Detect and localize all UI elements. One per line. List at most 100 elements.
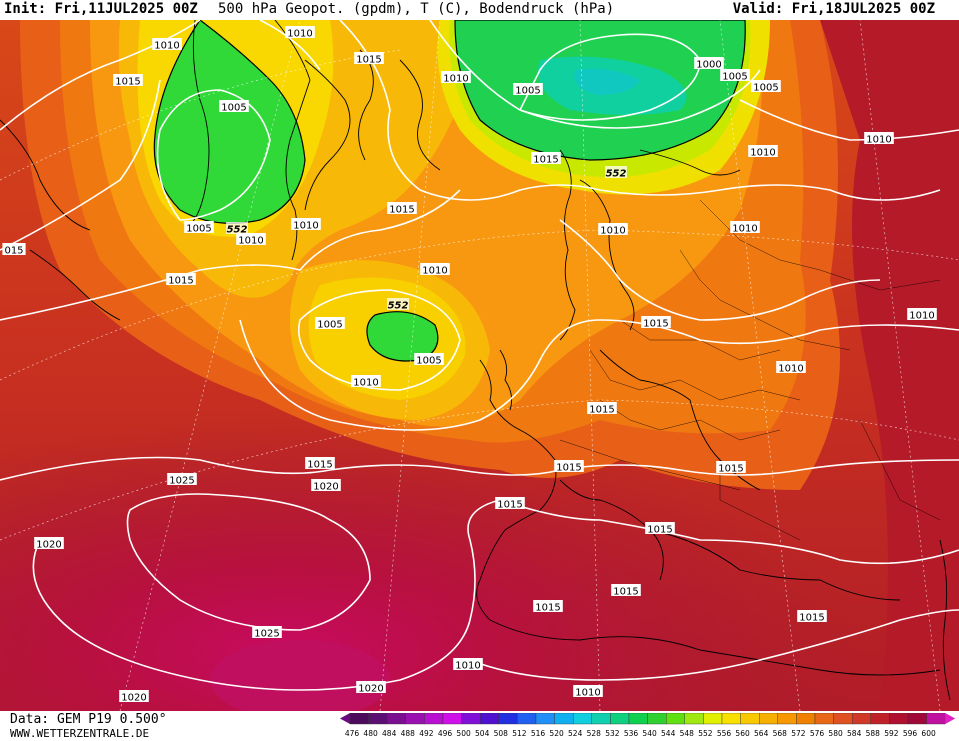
legend-swatch [517, 713, 537, 725]
isobar-label-1000-sc: 1000 [694, 57, 724, 71]
legend-value: 500 [456, 729, 471, 738]
isobar-label-box [554, 460, 584, 472]
legend-value: 548 [680, 729, 695, 738]
isobar-label-box [907, 308, 937, 320]
isobar-label-1020-bot: 1020 [119, 690, 149, 704]
isobar-label-text: 1010 [750, 148, 775, 159]
isobar-label-box [573, 685, 603, 697]
isobar-label-box [748, 145, 778, 157]
isobar-label-1010-e2: 1010 [453, 658, 483, 672]
legend-value: 584 [847, 729, 862, 738]
geopot-label-552-sc: 552 [605, 166, 627, 180]
isobar-label-text: 1015 [307, 460, 332, 471]
isobar-label-1015-mede: 1015 [611, 584, 641, 598]
isobar-label-1010-ice-s: 1010 [291, 218, 321, 232]
isobar-label-1010-ne: 1010 [864, 132, 894, 146]
legend-value: 476 [345, 729, 360, 738]
isobar-label-text: 1015 [389, 205, 414, 216]
isobar-label-1005-gr: 1005 [219, 100, 249, 114]
isobar-label-1010-ru: 1010 [748, 145, 778, 159]
map-footer: Data: GEM P19 0.500° WWW.WETTERZENTRALE.… [0, 711, 959, 741]
legend-swatch [424, 713, 444, 725]
legend-swatch [647, 713, 667, 725]
legend-swatch [368, 713, 388, 725]
legend-value: 588 [866, 729, 881, 738]
isobar-label-1015-w: 1015 [113, 74, 143, 88]
isobar-label-text: 1010 [575, 688, 600, 699]
isobar-label-text: 1010 [287, 29, 312, 40]
isobar-label-box [645, 522, 675, 534]
isobar-label-box [252, 626, 282, 638]
legend-value: 576 [810, 729, 825, 738]
isobar-label-text: 1025 [169, 476, 194, 487]
isobar-label-1010-nw: 1010 [152, 38, 182, 52]
isobar-label-box [611, 584, 641, 596]
isobar-label-text: 1020 [36, 540, 61, 551]
isobar-label-text: 1010 [238, 236, 263, 247]
isobar-label-box [351, 375, 381, 387]
isobar-label-1010-atl: 1010 [351, 375, 381, 389]
isobar-label-1005-low-w: 1005 [315, 317, 345, 331]
legend-value: 528 [587, 729, 602, 738]
isobar-label-1015-ocean: 1015 [387, 202, 417, 216]
geopot-label-text: 552 [388, 301, 409, 312]
isobar-label-text: 1015 [643, 319, 668, 330]
isobar-label-box [864, 132, 894, 144]
legend-value: 564 [754, 729, 769, 738]
legend-arrow-right [945, 713, 956, 724]
isobars [0, 20, 959, 691]
legend-swatch [740, 713, 760, 725]
map-title: 500 hPa Geopot. (gpdm), T (C), Bodendruc… [218, 1, 615, 17]
legend-swatch [889, 713, 909, 725]
geopot-label-552-gr: 552 [226, 222, 248, 236]
geopot-label-box [605, 166, 627, 178]
legend-value: 592 [884, 729, 899, 738]
isobar-label-box [387, 202, 417, 214]
isobar-label-1010-gr-n: 1010 [285, 26, 315, 40]
isobar-label-text: 1005 [186, 224, 211, 235]
isobar-label-text: 1005 [416, 356, 441, 367]
isobar-label-box [119, 690, 149, 702]
legend-swatch [610, 713, 630, 725]
isobar-label-box [315, 317, 345, 329]
legend-value: 536 [624, 729, 639, 738]
legend-swatch [814, 713, 834, 725]
geopot-label-text: 552 [606, 169, 627, 180]
legend-value: 524 [568, 729, 583, 738]
isobar-label-box [533, 600, 563, 612]
legend-value: 540 [642, 729, 657, 738]
isobar-label-1015-no: 1015 [531, 152, 561, 166]
isobar-label-text: 1015 [535, 603, 560, 614]
legend-swatch [777, 713, 797, 725]
isobar-label-box [305, 457, 335, 469]
isobar-label-box [730, 221, 760, 233]
isobar-label-box [513, 83, 543, 95]
isobar-label-box [694, 57, 724, 69]
isobar-label-1010-ru-w: 1010 [730, 221, 760, 235]
isobar-label-box [598, 223, 628, 235]
map-header: Init: Fri,11JUL2025 00Z 500 hPa Geopot. … [0, 0, 959, 20]
isobar-label-box [751, 80, 781, 92]
isobar-label-text: 1015 [497, 500, 522, 511]
isobar-label-box [2, 243, 26, 255]
isobar-label-text: 1020 [358, 684, 383, 695]
legend-arrow-left [340, 713, 350, 724]
isobar-label-text: 1005 [515, 86, 540, 97]
legend-swatch [479, 713, 499, 725]
isobar-label-text: 1015 [356, 55, 381, 66]
isobar-label-text: 1000 [696, 60, 721, 71]
legend-value: 560 [735, 729, 750, 738]
legend-value: 504 [475, 729, 490, 738]
isobar-label-text: 1005 [753, 83, 778, 94]
isobar-label-text: 1015 [799, 613, 824, 624]
legend-swatch [554, 713, 574, 725]
isobar-label-box [291, 218, 321, 230]
isobar-label-text: 1020 [313, 482, 338, 493]
isobar-label-text: 1010 [866, 135, 891, 146]
isobar-label-1005-ru: 1005 [751, 80, 781, 94]
isobar-label-1015-af: 1015 [645, 522, 675, 536]
weather-map-svg: 1010101510051010101510101005100010051005… [0, 20, 959, 711]
isobar-label-text: 1005 [722, 72, 747, 83]
init-time: Init: Fri,11JUL2025 00Z [4, 1, 198, 17]
legend-swatch [852, 713, 872, 725]
